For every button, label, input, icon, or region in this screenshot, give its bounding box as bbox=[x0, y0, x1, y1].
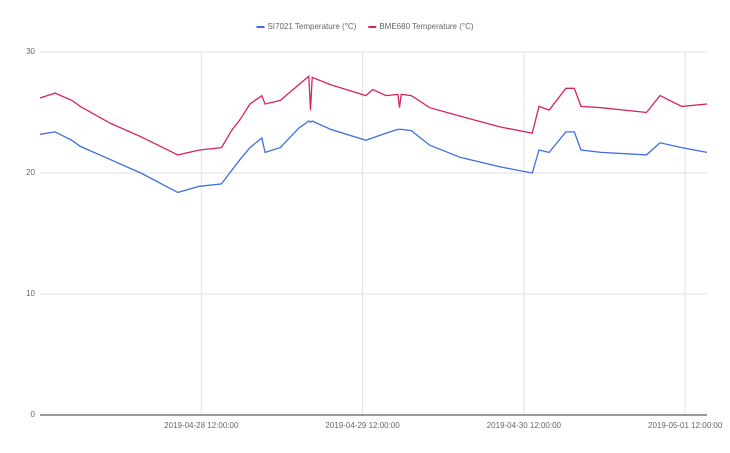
y-tick-label: 0 bbox=[31, 410, 36, 419]
series-line bbox=[39, 120, 708, 194]
y-tick-label: 10 bbox=[26, 289, 35, 298]
series-line bbox=[39, 74, 708, 156]
x-tick-label: 2019-04-29 12:00:00 bbox=[325, 421, 400, 430]
legend-item: BME680 Temperature (°C) bbox=[368, 22, 474, 31]
y-tick-label: 20 bbox=[26, 168, 35, 177]
x-tick-label: 2019-05-01 12:00:00 bbox=[648, 421, 723, 430]
x-tick-label: 2019-04-30 12:00:00 bbox=[487, 421, 562, 430]
y-tick-label: 30 bbox=[26, 47, 35, 56]
legend-label: SI7021 Temperature (°C) bbox=[267, 22, 356, 31]
legend-item: SI7021 Temperature (°C) bbox=[256, 22, 357, 31]
legend-label: BME680 Temperature (°C) bbox=[379, 22, 474, 31]
legend: SI7021 Temperature (°C) BME680 Temperatur… bbox=[256, 22, 474, 31]
x-tick-label: 2019-04-28 12:00:00 bbox=[164, 421, 239, 430]
